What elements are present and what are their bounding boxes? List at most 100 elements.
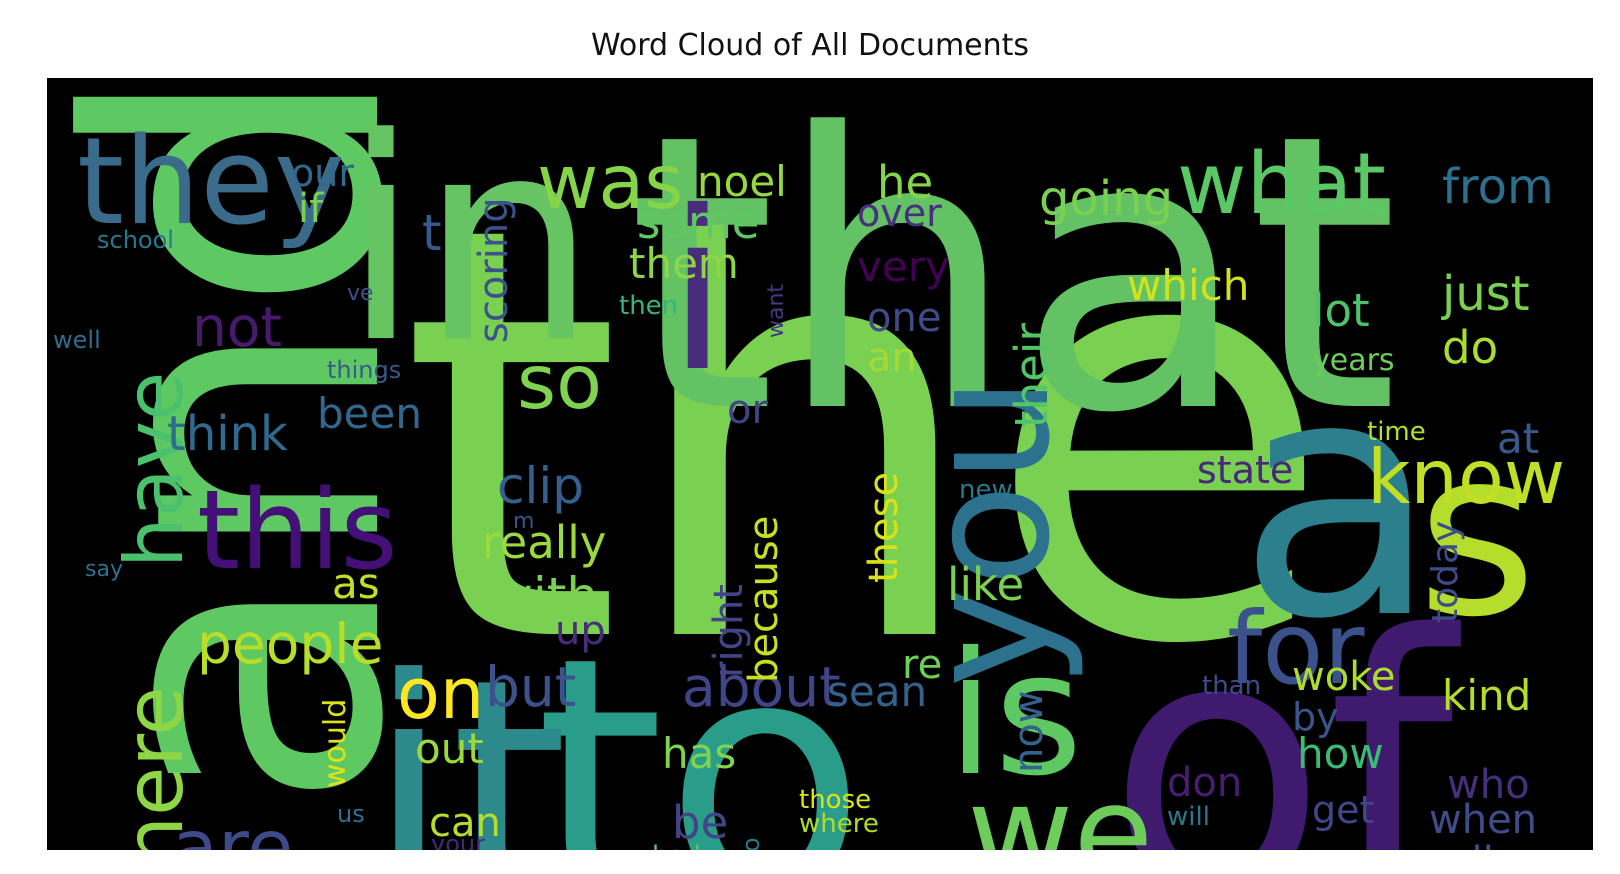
word-people: people — [197, 612, 383, 676]
word-which: which — [1127, 261, 1249, 310]
word-is: is — [947, 616, 1083, 814]
word-get: get — [1312, 788, 1374, 832]
word-so: so — [517, 338, 602, 426]
word-by: by — [1292, 695, 1339, 739]
word-on: on — [397, 653, 484, 735]
word-them: them — [629, 239, 739, 288]
word-up: up — [555, 608, 606, 654]
word-clip: clip — [497, 457, 584, 515]
word-about: about — [682, 655, 841, 719]
word-things: things — [327, 356, 401, 384]
word-then: then — [619, 291, 678, 321]
word-now: now — [1006, 690, 1052, 773]
word-going: going — [1039, 171, 1173, 227]
word-well: well — [53, 326, 101, 354]
word-these: these — [861, 472, 907, 583]
word-in: in — [342, 79, 597, 405]
word-some: some — [637, 196, 760, 249]
word-if: if — [298, 186, 324, 232]
word-one: one — [867, 295, 941, 341]
word-know: know — [1367, 433, 1565, 521]
word-kind: kind — [1442, 671, 1531, 720]
word-very: very — [857, 242, 950, 291]
word-want: want — [764, 284, 789, 338]
word-just: just — [1441, 266, 1530, 322]
word-had: had — [652, 841, 701, 850]
word-has: has — [662, 729, 736, 778]
word-than: than — [1202, 671, 1261, 701]
word-years: years — [1312, 343, 1395, 378]
word-he: he — [877, 156, 933, 209]
word-be: be — [672, 796, 728, 849]
word-over: over — [857, 191, 942, 235]
word-it: it — [367, 615, 568, 850]
word-when: when — [1429, 797, 1537, 843]
word-of: of — [1107, 559, 1462, 850]
word-m: m — [513, 509, 534, 534]
word-really: really — [482, 516, 606, 569]
word-an: an — [867, 335, 917, 381]
word-noel: noel — [697, 157, 787, 206]
word-don: don — [1167, 760, 1242, 806]
word-their: their — [1005, 323, 1058, 428]
word-they: they — [77, 113, 345, 252]
word-or: or — [727, 387, 768, 433]
word-also: also — [737, 837, 765, 850]
word-do: do — [1442, 321, 1498, 374]
word-how: how — [1297, 729, 1384, 778]
word-right: right — [706, 584, 752, 678]
word-your: your — [431, 830, 485, 850]
word-but: but — [485, 655, 576, 719]
word-was: was — [537, 138, 683, 226]
word-s: s — [1417, 401, 1537, 668]
word-who: who — [1447, 762, 1530, 808]
word-state: state — [1197, 448, 1293, 492]
word-we: we — [967, 757, 1153, 850]
word-ve: ve — [347, 281, 374, 306]
word-what: what — [1177, 135, 1386, 234]
word-today: today — [1425, 521, 1466, 623]
chart-title: Word Cloud of All Documents — [590, 28, 1030, 63]
word-you: you — [890, 376, 1088, 688]
word-think: think — [167, 406, 288, 462]
word-time: time — [1367, 417, 1426, 447]
word-our: our — [291, 151, 354, 195]
word-can: can — [429, 800, 501, 846]
word-from: from — [1442, 159, 1554, 215]
word-woke: woke — [1292, 654, 1396, 700]
word-cloud-panel — [47, 78, 1593, 850]
word-have: have — [108, 372, 201, 568]
word-been: been — [317, 389, 422, 438]
word-sean: sean — [827, 667, 927, 716]
word-i: i — [667, 164, 728, 420]
word-re: re — [902, 642, 942, 688]
word-because: because — [741, 516, 787, 683]
word-not: not — [192, 295, 282, 359]
word-and: and — [47, 78, 472, 813]
word-us: us — [337, 800, 365, 828]
word-all: all — [1447, 839, 1494, 850]
word-there: there — [108, 686, 201, 850]
word-out: out — [415, 724, 484, 773]
word-that: that — [627, 78, 1399, 496]
word-t: t — [422, 204, 442, 262]
word-school: school — [97, 226, 174, 254]
word-would: would — [318, 699, 353, 788]
word-for: for — [1227, 590, 1365, 707]
word-those: those — [799, 785, 871, 815]
word-to: to — [535, 587, 866, 850]
word-this: this — [197, 466, 398, 594]
word-lot: lot — [1312, 284, 1370, 337]
word-with: with — [492, 567, 598, 625]
word-new: new — [959, 475, 1013, 505]
word-the: t he — [399, 106, 1334, 769]
word-like: like — [947, 558, 1024, 611]
word-a: a — [1237, 307, 1439, 691]
word-as: as — [332, 559, 380, 608]
word-say: say — [85, 557, 123, 582]
word-where: where — [799, 809, 879, 839]
word-at: at — [1497, 414, 1539, 463]
word-scoring: scoring — [471, 197, 517, 343]
word-are: are — [172, 803, 293, 850]
